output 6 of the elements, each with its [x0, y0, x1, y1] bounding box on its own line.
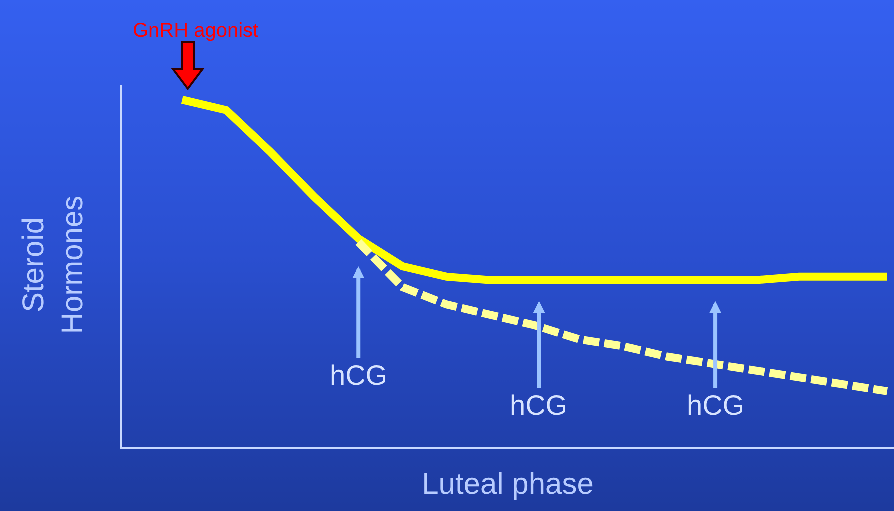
annotation: hCG [687, 390, 745, 421]
y-axis-title: Steroid Hormones [17, 196, 90, 334]
x-axis-title: Luteal phase [422, 468, 594, 501]
text: GnRH agonist [133, 20, 260, 42]
annotation: hCG [510, 390, 568, 421]
annotation: hCG [330, 360, 388, 391]
